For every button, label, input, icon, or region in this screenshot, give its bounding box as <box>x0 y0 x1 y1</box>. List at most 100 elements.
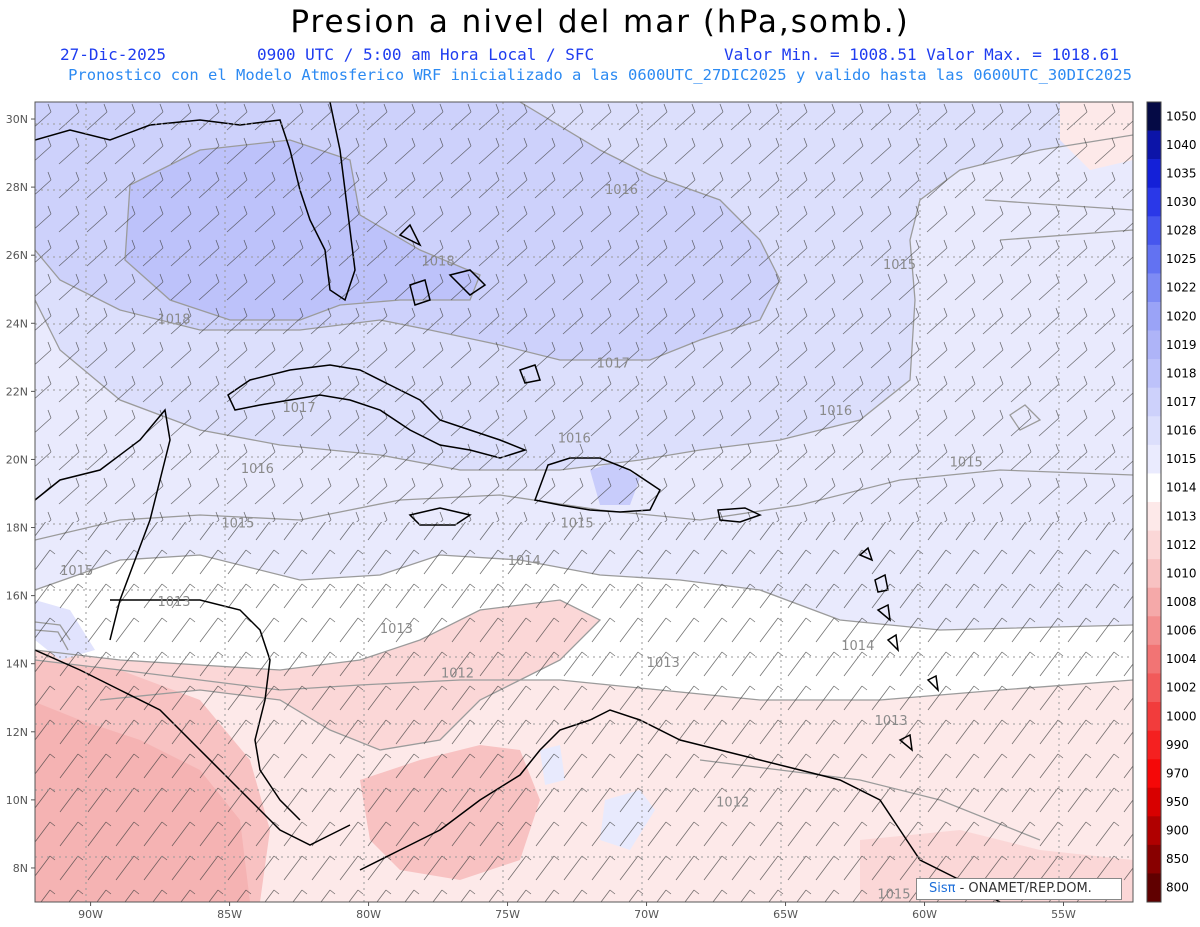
isobar-label: 1013 <box>157 595 190 610</box>
colorbar-swatch <box>1147 787 1161 817</box>
isobar-label: 1015 <box>221 517 254 532</box>
lat-tick-label: 18N <box>6 522 28 535</box>
colorbar-label: 1030 <box>1166 195 1197 209</box>
isobar-label: 1015 <box>883 258 916 273</box>
colorbar-label: 1002 <box>1166 681 1197 695</box>
credit-brand: Sisπ <box>929 881 956 896</box>
isobar-label: 1016 <box>241 462 274 477</box>
isobar-label: 1015 <box>60 564 93 579</box>
credit-org: - ONAMET/REP.DOM. <box>955 881 1092 896</box>
lon-tick-label: 60W <box>912 908 937 921</box>
lon-tick-label: 65W <box>773 908 798 921</box>
colorbar-swatch <box>1147 359 1161 389</box>
isobar-label: 1015 <box>950 455 983 470</box>
colorbar-swatch <box>1147 587 1161 617</box>
isobar-label: 1016 <box>558 431 591 446</box>
colorbar-label: 1014 <box>1166 481 1197 495</box>
isobar-label: 1017 <box>283 401 316 416</box>
colorbar-swatch <box>1147 844 1161 874</box>
colorbar-swatch <box>1147 102 1161 131</box>
colorbar-label: 1008 <box>1166 595 1197 609</box>
colorbar-swatch <box>1147 130 1161 160</box>
colorbar-label: 1017 <box>1166 395 1197 409</box>
colorbar-label: 970 <box>1166 766 1189 780</box>
colorbar-label: 1012 <box>1166 538 1197 552</box>
wind-barbs-south <box>35 522 1133 902</box>
isobar-label: 1013 <box>875 714 908 729</box>
colorbar-label: 800 <box>1166 881 1189 895</box>
isobar-label: 1012 <box>716 796 749 811</box>
colorbar-swatch <box>1147 387 1161 417</box>
lat-tick-label: 10N <box>6 794 28 807</box>
colorbar-swatch <box>1147 644 1161 674</box>
colorbar-label: 1018 <box>1166 366 1197 380</box>
colorbar-label: 1020 <box>1166 309 1197 323</box>
coastlines <box>35 102 1001 902</box>
isobar-label: 1013 <box>380 622 413 637</box>
colorbar-label: 1022 <box>1166 281 1197 295</box>
forecast-time: 0900 UTC / 5:00 am Hora Local / SFC <box>257 45 595 64</box>
map-frame <box>34 101 1134 903</box>
lat-tick-label: 30N <box>6 113 28 126</box>
colorbar-swatch <box>1147 473 1161 503</box>
model-info: Pronostico con el Modelo Atmosferico WRF… <box>68 66 1132 84</box>
longitude-labels: 90W 85W 80W 75W 70W 65W 60W 55W <box>78 902 1076 921</box>
isobar-label: 1013 <box>647 656 680 671</box>
colorbar-swatch <box>1147 416 1161 446</box>
colorbar-swatch <box>1147 759 1161 789</box>
latitude-labels: 30N 28N 26N 24N 22N 20N 18N 16N 14N 12N 10N 8N <box>6 113 35 875</box>
colorbar-swatch <box>1147 216 1161 246</box>
lat-tick-label: 16N <box>6 590 28 603</box>
lat-tick-label: 28N <box>6 181 28 194</box>
colorbar-label: 1035 <box>1166 166 1197 180</box>
lat-tick-label: 14N <box>6 658 28 671</box>
colorbar-swatch <box>1147 187 1161 217</box>
colorbar-label: 1025 <box>1166 252 1197 266</box>
colorbar-swatch <box>1147 273 1161 303</box>
colorbar-label: 850 <box>1166 852 1189 866</box>
lat-tick-label: 20N <box>6 453 28 466</box>
colorbar-swatch <box>1147 559 1161 589</box>
colorbar-label: 990 <box>1166 738 1189 752</box>
lon-tick-label: 55W <box>1051 908 1076 921</box>
isobar-label: 1012 <box>441 666 474 681</box>
isobar-label: 1015 <box>561 517 594 532</box>
colorbar-label: 1010 <box>1166 566 1197 580</box>
colorbar-label: 1050 <box>1166 109 1197 123</box>
lon-tick-label: 90W <box>78 908 103 921</box>
wind-barbs-north <box>35 102 1133 522</box>
colorbar-label: 1040 <box>1166 138 1197 152</box>
isobar-label: 1017 <box>597 357 630 372</box>
colorbar: 1050 1040 1035 1030 1028 1025 1022 1020 1019 1018… <box>1146 101 1197 903</box>
colorbar-label: 1000 <box>1166 709 1197 723</box>
colorbar-label: 1019 <box>1166 338 1197 352</box>
colorbar-label: 1016 <box>1166 424 1197 438</box>
colorbar-swatch <box>1147 502 1161 531</box>
colorbar-swatch <box>1147 159 1161 189</box>
lat-tick-label: 24N <box>6 317 28 330</box>
colorbar-label: 1004 <box>1166 652 1197 666</box>
colorbar-label: 1028 <box>1166 224 1197 238</box>
isobar-label: 1015 <box>877 888 910 903</box>
credit-box: Sisπ - ONAMET/REP.DOM. <box>916 878 1122 900</box>
colorbar-swatch <box>1147 873 1161 903</box>
colorbar-label: 1015 <box>1166 452 1197 466</box>
isobar-label: 1014 <box>508 554 541 569</box>
colorbar-swatch <box>1147 816 1161 846</box>
lon-tick-label: 80W <box>356 908 381 921</box>
isobar-label: 1018 <box>422 254 455 269</box>
colorbar-swatch <box>1147 530 1161 560</box>
colorbar-label: 900 <box>1166 824 1189 838</box>
map-title: Presion a nivel del mar (hPa,somb.) <box>290 4 910 40</box>
map-plot-area: 1016 1018 1018 1017 1015 1016 1017 1016 1016 1015… <box>35 102 1133 903</box>
lat-tick-label: 26N <box>6 249 28 262</box>
colorbar-swatch <box>1147 302 1161 331</box>
isobar-label: 1014 <box>841 639 874 654</box>
isobar-labels: 1016 1018 1018 1017 1015 1016 1017 1016 1016 1015… <box>60 183 983 903</box>
lon-tick-label: 85W <box>217 908 242 921</box>
colorbar-frame <box>1146 101 1162 903</box>
graticule <box>35 102 1133 902</box>
lon-tick-label: 75W <box>495 908 520 921</box>
lat-tick-label: 8N <box>13 862 28 875</box>
